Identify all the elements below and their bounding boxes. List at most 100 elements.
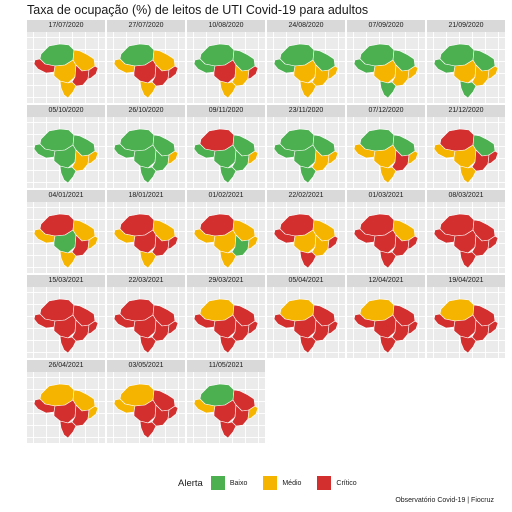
region-south bbox=[59, 335, 77, 354]
brazil-map bbox=[353, 298, 419, 354]
panel-date-label: 26/10/2020 bbox=[107, 105, 185, 117]
panel-date-label: 26/04/2021 bbox=[27, 360, 105, 372]
brazil-map bbox=[33, 128, 99, 184]
region-south bbox=[59, 165, 77, 184]
map-panel: 26/10/2020 bbox=[107, 105, 185, 188]
region-coast bbox=[247, 405, 259, 420]
map-panel: 07/09/2020 bbox=[347, 20, 425, 103]
legend-label-baixo: Baixo bbox=[229, 479, 248, 487]
region-coast bbox=[247, 150, 259, 165]
region-coast bbox=[87, 320, 99, 335]
region-coast bbox=[487, 65, 499, 80]
brazil-map bbox=[353, 43, 419, 99]
region-south bbox=[379, 165, 397, 184]
map-panel: 08/03/2021 bbox=[427, 190, 505, 273]
legend: Alerta Baixo Médio Crítico bbox=[178, 476, 373, 490]
panel-date-label: 04/01/2021 bbox=[27, 190, 105, 202]
panel-date-label: 19/04/2021 bbox=[427, 275, 505, 287]
map-plot-area bbox=[267, 32, 345, 103]
region-coast bbox=[327, 65, 339, 80]
region-south bbox=[379, 250, 397, 269]
brazil-map bbox=[113, 298, 179, 354]
panel-date-label: 24/08/2020 bbox=[267, 20, 345, 32]
region-south bbox=[299, 165, 317, 184]
map-plot-area bbox=[187, 32, 265, 103]
map-plot-area bbox=[27, 372, 105, 443]
region-coast bbox=[327, 235, 339, 250]
map-panel: 12/04/2021 bbox=[347, 275, 425, 358]
panel-date-label: 21/12/2020 bbox=[427, 105, 505, 117]
panel-date-label: 15/03/2021 bbox=[27, 275, 105, 287]
brazil-map bbox=[273, 298, 339, 354]
map-panel: 04/01/2021 bbox=[27, 190, 105, 273]
brazil-map bbox=[33, 383, 99, 439]
map-plot-area bbox=[187, 202, 265, 273]
legend-key-medio bbox=[263, 476, 278, 490]
region-south bbox=[59, 80, 77, 99]
region-south bbox=[459, 335, 477, 354]
map-plot-area bbox=[427, 117, 505, 188]
region-south bbox=[139, 80, 157, 99]
panel-date-label: 21/09/2020 bbox=[427, 20, 505, 32]
region-coast bbox=[407, 235, 419, 250]
map-plot-area bbox=[427, 32, 505, 103]
chart-title: Taxa de ocupação (%) de leitos de UTI Co… bbox=[27, 3, 369, 17]
map-plot-area bbox=[347, 32, 425, 103]
region-south bbox=[219, 335, 237, 354]
panel-date-label: 18/01/2021 bbox=[107, 190, 185, 202]
region-south bbox=[59, 420, 77, 439]
map-panel: 21/12/2020 bbox=[427, 105, 505, 188]
brazil-map bbox=[273, 43, 339, 99]
region-south bbox=[219, 250, 237, 269]
legend-key-critico bbox=[317, 476, 332, 490]
region-south bbox=[299, 335, 317, 354]
region-coast bbox=[327, 320, 339, 335]
panel-date-label: 09/11/2020 bbox=[187, 105, 265, 117]
brazil-map bbox=[33, 43, 99, 99]
region-south bbox=[139, 420, 157, 439]
region-coast bbox=[247, 320, 259, 335]
map-panel: 07/12/2020 bbox=[347, 105, 425, 188]
panel-date-label: 23/11/2020 bbox=[267, 105, 345, 117]
region-coast bbox=[407, 65, 419, 80]
map-panel: 26/04/2021 bbox=[27, 360, 105, 443]
map-panel: 29/03/2021 bbox=[187, 275, 265, 358]
brazil-map bbox=[433, 298, 499, 354]
brazil-map bbox=[353, 213, 419, 269]
legend-label-medio: Médio bbox=[282, 479, 302, 487]
map-panel: 11/05/2021 bbox=[187, 360, 265, 443]
region-coast bbox=[167, 320, 179, 335]
map-plot-area bbox=[427, 202, 505, 273]
brazil-map bbox=[273, 128, 339, 184]
map-panel: 22/03/2021 bbox=[107, 275, 185, 358]
panel-date-label: 08/03/2021 bbox=[427, 190, 505, 202]
map-panel: 01/03/2021 bbox=[347, 190, 425, 273]
brazil-map bbox=[193, 43, 259, 99]
region-south bbox=[59, 250, 77, 269]
map-plot-area bbox=[107, 287, 185, 358]
map-plot-area bbox=[267, 202, 345, 273]
map-panel: 23/11/2020 bbox=[267, 105, 345, 188]
region-coast bbox=[167, 150, 179, 165]
region-south bbox=[379, 80, 397, 99]
region-coast bbox=[167, 65, 179, 80]
panel-date-label: 22/02/2021 bbox=[267, 190, 345, 202]
map-plot-area bbox=[107, 117, 185, 188]
map-panel: 03/05/2021 bbox=[107, 360, 185, 443]
region-coast bbox=[87, 405, 99, 420]
region-south bbox=[139, 335, 157, 354]
map-plot-area bbox=[27, 32, 105, 103]
region-coast bbox=[487, 150, 499, 165]
map-panel: 19/04/2021 bbox=[427, 275, 505, 358]
map-panel: 09/11/2020 bbox=[187, 105, 265, 188]
map-panel: 22/02/2021 bbox=[267, 190, 345, 273]
map-panel: 05/10/2020 bbox=[27, 105, 105, 188]
region-coast bbox=[247, 65, 259, 80]
map-plot-area bbox=[187, 372, 265, 443]
brazil-map bbox=[193, 298, 259, 354]
brazil-map bbox=[433, 128, 499, 184]
map-panel: 01/02/2021 bbox=[187, 190, 265, 273]
region-south bbox=[299, 250, 317, 269]
map-panel: 15/03/2021 bbox=[27, 275, 105, 358]
region-coast bbox=[167, 405, 179, 420]
